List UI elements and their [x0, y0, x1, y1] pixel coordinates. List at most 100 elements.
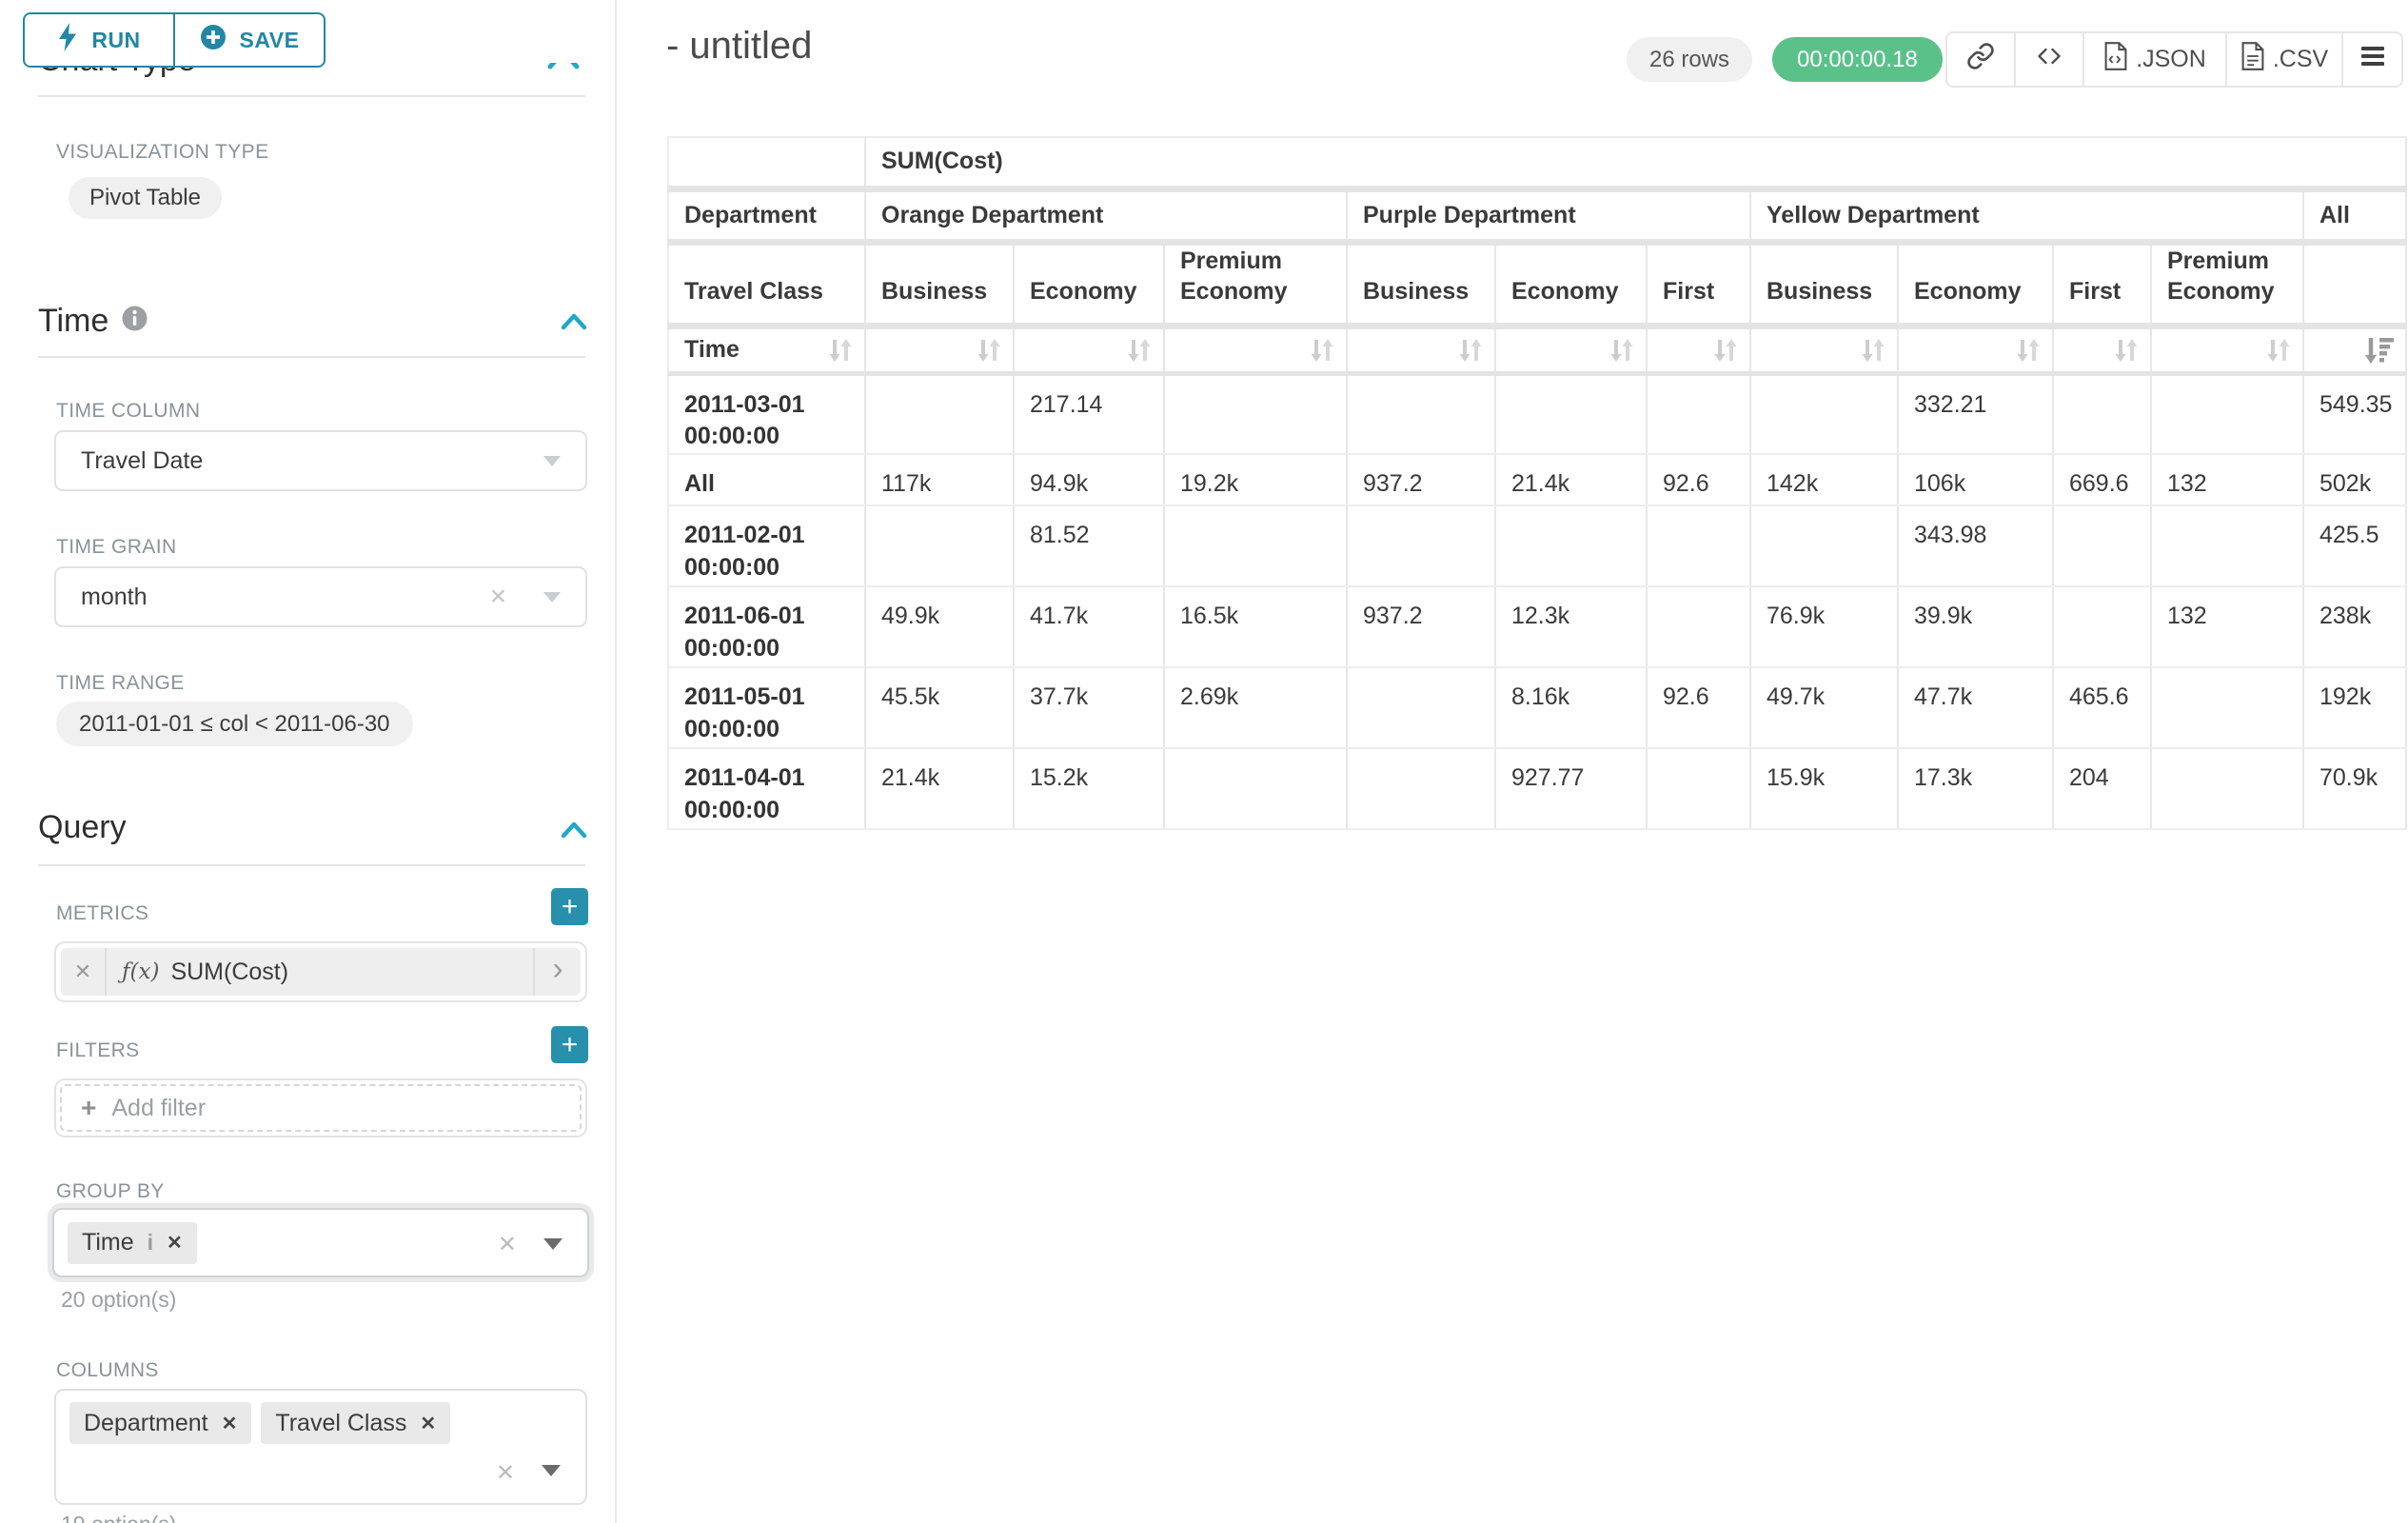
sort-icon[interactable] [2264, 337, 2293, 364]
cell-value: 47.7k [1898, 667, 2053, 748]
clear-icon[interactable]: ✕ [496, 1459, 515, 1487]
plus-circle-icon [200, 24, 227, 56]
add-metric-button[interactable]: + [551, 888, 588, 925]
time-collapse-icon[interactable] [560, 312, 588, 331]
save-button[interactable]: SAVE [174, 12, 326, 68]
clear-icon[interactable]: ✕ [498, 1231, 517, 1258]
row-label: 2011-03-01 00:00:00 [668, 373, 865, 454]
row-dimension-sort-header[interactable]: Time [668, 326, 865, 373]
visualization-type-value[interactable]: Pivot Table [69, 177, 222, 219]
column-sort-header[interactable] [1647, 326, 1750, 373]
department-group-header: Yellow Department [1750, 188, 2303, 242]
column-dimension-label: Travel Class [668, 242, 865, 326]
sort-icon[interactable] [2112, 337, 2141, 364]
info-icon: i [148, 1230, 153, 1256]
run-button[interactable]: RUN [23, 12, 174, 68]
department-group-header: All [2303, 188, 2406, 242]
bolt-icon [57, 23, 78, 57]
view-query-button[interactable] [2016, 33, 2084, 86]
remove-tag-icon[interactable]: ✕ [420, 1412, 436, 1435]
sort-descending-icon[interactable] [2363, 336, 2396, 365]
clear-icon[interactable]: ✕ [489, 584, 507, 610]
columns-select[interactable]: Department ✕ Travel Class ✕ ✕ [54, 1389, 587, 1505]
cell-value: 81.52 [1014, 505, 1164, 586]
pivot-corner-cell [668, 137, 865, 188]
sort-icon[interactable] [975, 337, 1003, 364]
column-sort-header[interactable] [1898, 326, 2053, 373]
sorted-column-header[interactable] [2303, 326, 2406, 373]
query-collapse-icon[interactable] [560, 821, 588, 840]
column-sort-header[interactable] [1495, 326, 1647, 373]
group-by-select[interactable]: Time i ✕ ✕ [52, 1208, 589, 1277]
cell-value: 49.9k [865, 586, 1014, 667]
columns-options-hint: 19 option(s) [61, 1512, 176, 1523]
query-section-heading[interactable]: Query [38, 809, 127, 846]
cell-value [1347, 373, 1495, 454]
cell-value: 19.2k [1164, 454, 1347, 505]
time-column-select[interactable]: Travel Date [54, 430, 587, 491]
link-icon [1966, 42, 1995, 77]
cell-value: 49.7k [1750, 667, 1898, 748]
sort-icon[interactable] [1859, 337, 1887, 364]
sort-icon[interactable] [1711, 337, 1740, 364]
department-group-header: Orange Department [865, 188, 1347, 242]
time-range-value[interactable]: 2011-01-01 ≤ col < 2011-06-30 [56, 702, 413, 746]
cell-value [1164, 373, 1347, 454]
cell-value: 106k [1898, 454, 2053, 505]
sort-icon[interactable] [1608, 337, 1636, 364]
columns-tag-department[interactable]: Department ✕ [69, 1402, 251, 1444]
table-row: 2011-05-01 00:00:0045.5k37.7k2.69k8.16k9… [668, 667, 2406, 748]
chevron-down-icon [543, 1238, 563, 1250]
travel-class-header: Business [1750, 242, 1898, 326]
column-sort-header[interactable] [1014, 326, 1164, 373]
csv-file-icon [2240, 42, 2265, 77]
time-range-label: TIME RANGE [56, 672, 185, 695]
time-grain-select[interactable]: month ✕ [54, 566, 587, 627]
sort-icon[interactable] [826, 337, 855, 364]
sort-icon[interactable] [1308, 337, 1336, 364]
chevron-down-icon [543, 456, 561, 466]
cell-value: 45.5k [865, 667, 1014, 748]
cell-value: 132 [2151, 454, 2303, 505]
sort-icon[interactable] [2014, 337, 2043, 364]
cell-value [1495, 373, 1647, 454]
column-sort-header[interactable] [1347, 326, 1495, 373]
chart-title[interactable]: - untitled [666, 25, 812, 68]
column-sort-header[interactable] [2151, 326, 2303, 373]
visualization-type-label: VISUALIZATION TYPE [56, 141, 268, 164]
metric-pill[interactable]: ✕ ƒ(x) SUM(Cost) › [61, 948, 581, 996]
sort-icon[interactable] [1125, 337, 1154, 364]
travel-class-header: Premium Economy [1164, 242, 1347, 326]
function-icon: ƒ(x) [122, 959, 159, 984]
column-sort-header[interactable] [1750, 326, 1898, 373]
cell-value [2053, 586, 2151, 667]
time-section-heading[interactable]: Time [38, 303, 148, 340]
run-save-toolbar: RUN SAVE [23, 12, 326, 68]
pivot-table: SUM(Cost)DepartmentOrange DepartmentPurp… [667, 136, 2407, 830]
cell-value: 937.2 [1347, 586, 1495, 667]
column-sort-header[interactable] [1164, 326, 1347, 373]
add-filter-button[interactable]: + [551, 1026, 588, 1063]
export-csv-button[interactable]: .CSV [2227, 33, 2343, 86]
cell-value: 21.4k [865, 748, 1014, 829]
columns-tag-travel-class[interactable]: Travel Class ✕ [261, 1402, 450, 1444]
cell-value: 70.9k [2303, 748, 2406, 829]
export-json-button[interactable]: .JSON [2084, 33, 2227, 86]
remove-tag-icon[interactable]: ✕ [222, 1412, 238, 1435]
add-filter-dropzone[interactable]: + Add filter [60, 1084, 582, 1132]
share-link-button[interactable] [1947, 33, 2016, 86]
cell-value: 343.98 [1898, 505, 2053, 586]
remove-metric-icon[interactable]: ✕ [61, 948, 107, 996]
cell-value [1347, 667, 1495, 748]
column-sort-header[interactable] [865, 326, 1014, 373]
cell-value [1750, 373, 1898, 454]
column-sort-header[interactable] [2053, 326, 2151, 373]
cell-value: 217.14 [1014, 373, 1164, 454]
remove-tag-icon[interactable]: ✕ [167, 1231, 183, 1255]
menu-button[interactable] [2343, 33, 2401, 86]
group-by-tag-time[interactable]: Time i ✕ [68, 1222, 197, 1264]
chevron-right-icon[interactable]: › [533, 948, 581, 996]
sort-icon[interactable] [1456, 337, 1485, 364]
metric-name: SUM(Cost) [170, 959, 288, 986]
row-label: 2011-04-01 00:00:00 [668, 748, 865, 829]
